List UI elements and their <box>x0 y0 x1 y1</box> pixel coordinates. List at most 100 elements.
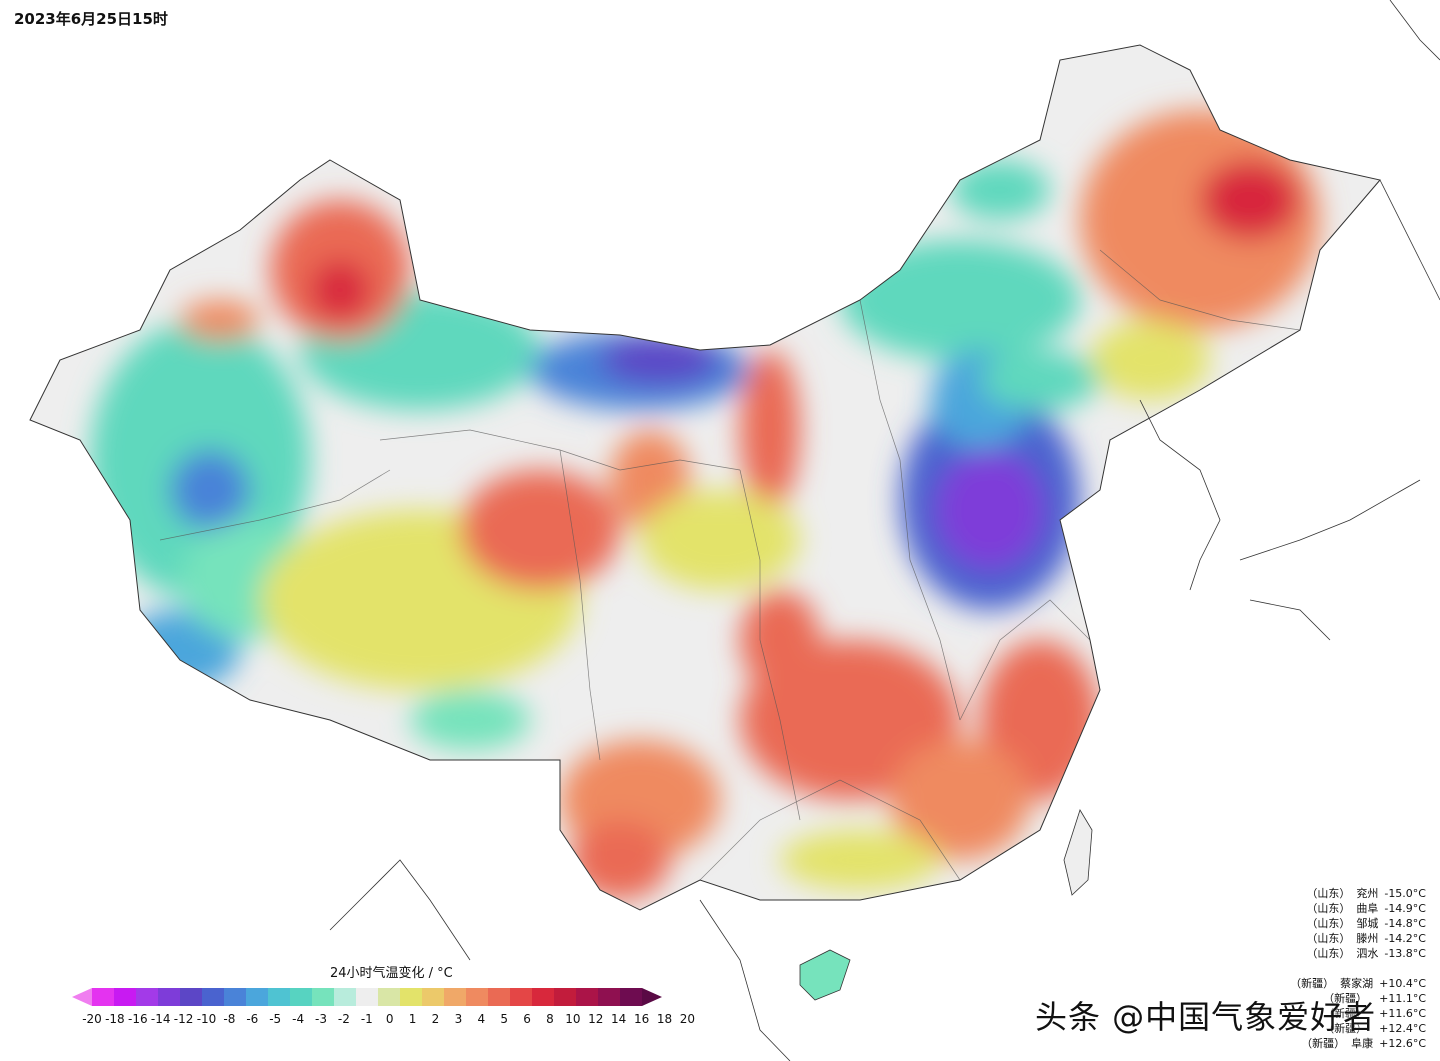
legend-swatch <box>466 988 488 1006</box>
station-row: （新疆） +11.6°C <box>1290 1006 1426 1021</box>
legend-tick-label: 6 <box>523 1012 531 1026</box>
station-value: +11.6°C <box>1379 1007 1426 1020</box>
station-province: （新疆） <box>1323 1007 1368 1020</box>
station-value: +11.1°C <box>1379 992 1426 1005</box>
legend-tick-label: -2 <box>337 1012 350 1026</box>
station-province: （山东） <box>1306 932 1351 945</box>
legend-tick-label: 1 <box>408 1012 417 1026</box>
legend-tick-label: 0 <box>385 1012 394 1026</box>
legend-tick-label: -12 <box>173 1012 194 1026</box>
station-name: 滕州 <box>1356 932 1379 945</box>
station-province: （新疆） <box>1290 977 1335 990</box>
station-name: 邹城 <box>1356 917 1379 930</box>
station-province: （新疆） <box>1323 1022 1368 1035</box>
legend-tick-label: -16 <box>127 1012 148 1026</box>
station-name: 阜康 <box>1351 1037 1374 1050</box>
legend-swatch <box>554 988 576 1006</box>
legend-title: 24小时气温变化 / °C <box>330 966 453 981</box>
legend-tick-label: -1 <box>360 1012 373 1026</box>
legend-right-arrow <box>642 988 662 1006</box>
legend-tick-label: -6 <box>246 1012 259 1026</box>
station-value: -14.9°C <box>1384 902 1426 915</box>
map-title: 2023年6月25日15时 <box>14 10 168 28</box>
legend-swatch <box>158 988 180 1006</box>
legend-tick-label: 4 <box>477 1012 486 1026</box>
station-value: -13.8°C <box>1384 947 1426 960</box>
coldest-stations: （山东） 兖州 -15.0°C （山东） 曲阜 -14.9°C （山东） 邹城 -14.8°C （… <box>1306 886 1426 961</box>
legend-tick-label: -18 <box>105 1012 125 1026</box>
station-row: （新疆） +12.4°C <box>1290 1021 1426 1036</box>
legend-swatch <box>620 988 642 1006</box>
legend-tick-label: 12 <box>588 1012 604 1026</box>
legend-swatch <box>400 988 422 1006</box>
legend-tick-label: -14 <box>150 1012 171 1026</box>
legend-swatch <box>378 988 400 1006</box>
station-value: -14.8°C <box>1384 917 1426 930</box>
legend-swatch <box>114 988 136 1006</box>
station-province: （新疆） <box>1301 1037 1346 1050</box>
legend-swatch <box>246 988 268 1006</box>
legend-swatch <box>224 988 246 1006</box>
legend-swatch <box>488 988 510 1006</box>
station-row: （新疆） 蔡家湖 +10.4°C <box>1290 976 1426 991</box>
legend-tick-label: -4 <box>292 1012 305 1026</box>
legend-swatch <box>510 988 532 1006</box>
legend-tick-label: -8 <box>223 1012 236 1026</box>
color-legend: 24小时气温变化 / °C -20 -18 -16 -14 -12 -10 -8 -6 -5 -4… <box>60 960 730 1030</box>
legend-swatch <box>576 988 598 1006</box>
legend-swatch <box>268 988 290 1006</box>
legend-tick-label: 3 <box>454 1012 463 1026</box>
legend-swatch <box>444 988 466 1006</box>
station-value: +10.4°C <box>1379 977 1426 990</box>
legend-tick-label: 8 <box>546 1012 554 1026</box>
station-row: （新疆） 阜康 +12.6°C <box>1290 1036 1426 1051</box>
station-row: （山东） 曲阜 -14.9°C <box>1306 901 1426 916</box>
legend-tick-label: -10 <box>196 1012 217 1026</box>
legend-swatch <box>334 988 356 1006</box>
station-province: （山东） <box>1306 917 1351 930</box>
station-name: 泗水 <box>1356 947 1379 960</box>
station-row: （山东） 邹城 -14.8°C <box>1306 916 1426 931</box>
legend-swatch <box>136 988 158 1006</box>
legend-color-bar <box>72 988 662 1006</box>
legend-tick-label: 16 <box>633 1012 650 1026</box>
station-value: +12.4°C <box>1379 1022 1426 1035</box>
station-row: （山东） 滕州 -14.2°C <box>1306 931 1426 946</box>
legend-swatch <box>598 988 620 1006</box>
legend-swatch <box>180 988 202 1006</box>
station-name: 蔡家湖 <box>1340 977 1374 990</box>
legend-swatch <box>422 988 444 1006</box>
station-value: -15.0°C <box>1384 887 1426 900</box>
station-row: （山东） 兖州 -15.0°C <box>1306 886 1426 901</box>
legend-tick-label: 2 <box>431 1012 440 1026</box>
legend-tick-label: 5 <box>500 1012 509 1026</box>
legend-swatch <box>202 988 224 1006</box>
station-province: （山东） <box>1306 887 1351 900</box>
station-value: +12.6°C <box>1379 1037 1426 1050</box>
legend-swatch <box>290 988 312 1006</box>
station-name: 兖州 <box>1356 887 1379 900</box>
legend-tick-label: 14 <box>611 1012 627 1026</box>
station-province: （山东） <box>1306 902 1351 915</box>
legend-swatch <box>532 988 554 1006</box>
legend-tick-label: -20 <box>82 1012 102 1026</box>
station-name: 曲阜 <box>1356 902 1379 915</box>
station-row: （山东） 泗水 -13.8°C <box>1306 946 1426 961</box>
legend-tick-label: 20 <box>679 1012 696 1026</box>
legend-tick-label: -5 <box>269 1012 282 1026</box>
legend-swatch <box>92 988 114 1006</box>
warmest-stations: （新疆） 蔡家湖 +10.4°C （新疆） +11.1°C （新疆） +11.6°C （新疆）… <box>1290 976 1426 1051</box>
legend-left-arrow <box>72 988 92 1006</box>
station-province: （新疆） <box>1323 992 1368 1005</box>
legend-tick-label: 10 <box>565 1012 581 1026</box>
station-value: -14.2°C <box>1384 932 1426 945</box>
station-province: （山东） <box>1306 947 1351 960</box>
station-row: （新疆） +11.1°C <box>1290 991 1426 1006</box>
legend-ticks: -20 -18 -16 -14 -12 -10 -8 -6 -5 -4 -3 -2 -1 0 1 2 3 4 5 6 8… <box>60 1012 730 1030</box>
legend-tick-label: -3 <box>315 1012 327 1026</box>
legend-swatch <box>356 988 378 1006</box>
legend-swatch <box>312 988 334 1006</box>
legend-tick-label: 18 <box>656 1012 673 1026</box>
watermark: 头条 @中国气象爱好者 <box>1035 998 1377 1036</box>
